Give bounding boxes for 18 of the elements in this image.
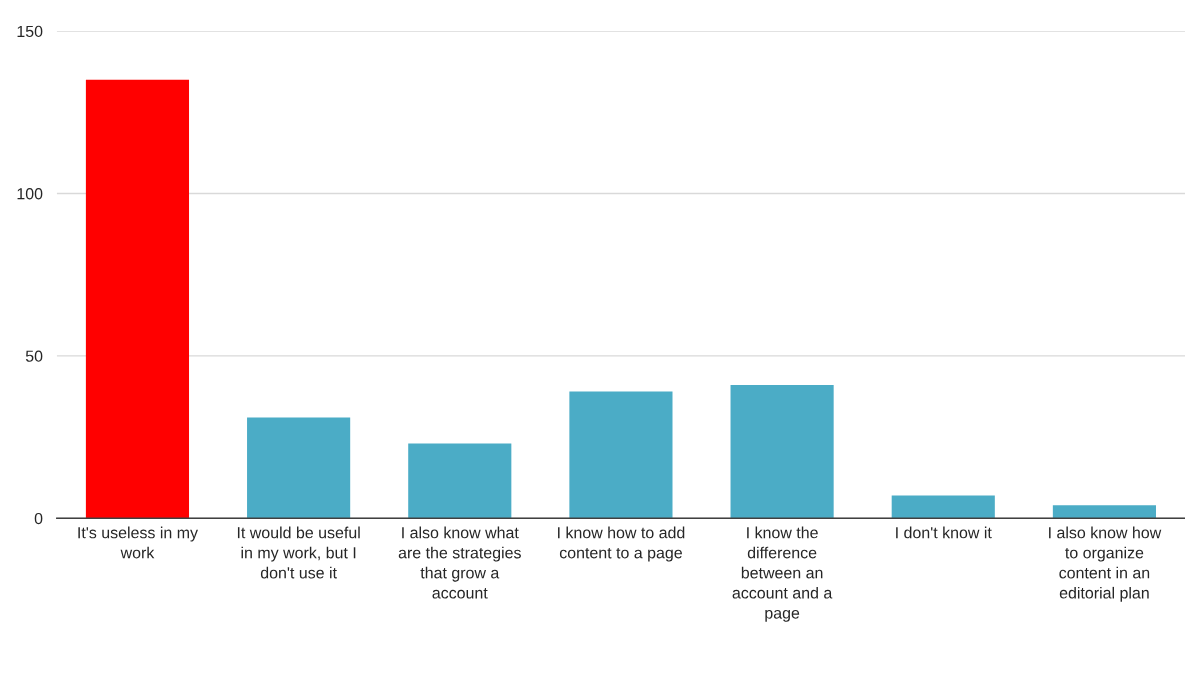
y-tick-label: 0 (34, 512, 43, 525)
bar (408, 443, 512, 519)
x-tick-label: It's useless in my work (78, 526, 198, 559)
x-tick-label: I know how to add content to a page (558, 526, 685, 562)
bar (85, 79, 190, 519)
x-tick-label: I don't know it (896, 526, 992, 539)
y-tick-label: 150 (17, 25, 43, 38)
bar (891, 495, 995, 519)
bar (569, 391, 673, 519)
x-tick-label: I know the difference between an account and a page (732, 526, 833, 622)
x-tick-label: It would be useful in my work, but I don't use it (237, 526, 360, 579)
y-tick-label: 100 (17, 188, 43, 200)
y-tick-label: 50 (25, 350, 43, 362)
x-tick-label: I also know how to organize content in an editorial plan (1049, 526, 1162, 602)
bar (730, 385, 834, 519)
x-tick-label: I also know what are the strategies that grow a account (398, 526, 521, 599)
bar (1052, 505, 1156, 519)
bar (247, 417, 351, 519)
